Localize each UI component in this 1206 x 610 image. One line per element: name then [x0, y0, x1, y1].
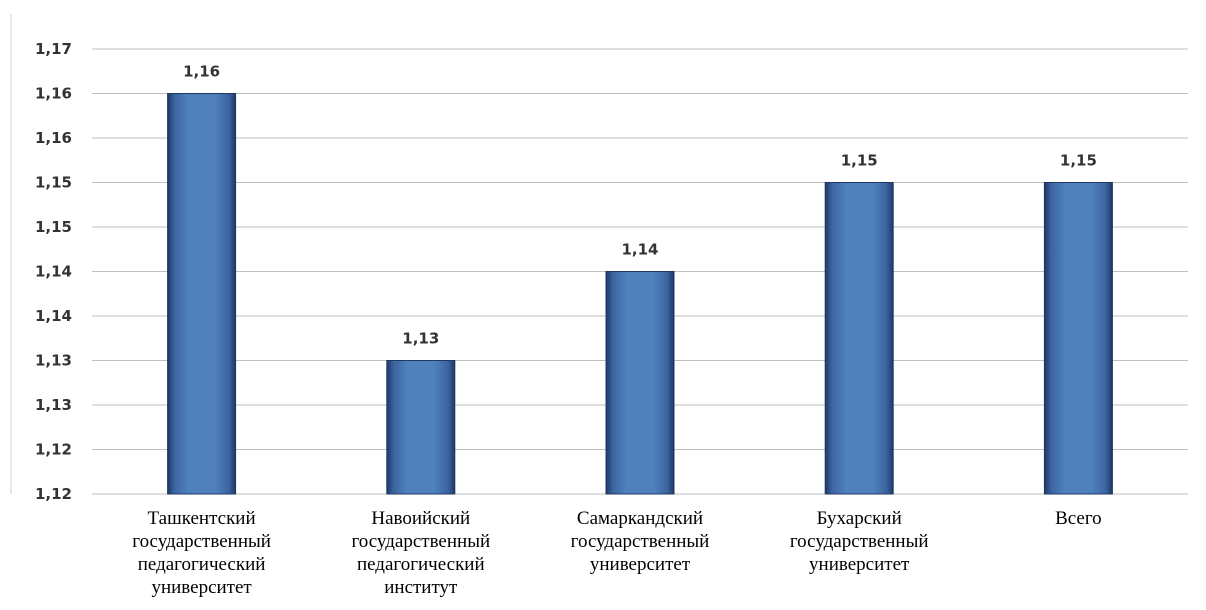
y-tick-label: 1,12 — [35, 441, 72, 459]
category-label: Ташкентский государственный педагогический… — [132, 508, 271, 598]
category-label-line: педагогический — [138, 554, 266, 575]
bars — [167, 93, 1113, 495]
y-tick-label: 1,14 — [35, 307, 72, 325]
category-label-line: педагогический — [357, 554, 485, 575]
category-label: Навоийский государственный педагогический и… — [351, 508, 490, 598]
category-label-line: Ташкентский — [148, 508, 256, 529]
bar — [167, 93, 237, 495]
y-tick-label: 1,15 — [35, 174, 72, 192]
category-label-line: государственный — [571, 531, 710, 552]
y-tick-label: 1,16 — [35, 85, 72, 103]
bar — [1043, 182, 1113, 495]
bar — [824, 182, 894, 495]
y-tick-label: 1,13 — [35, 396, 72, 414]
y-tick-label: 1,15 — [35, 218, 72, 236]
category-label: Всего — [1055, 508, 1102, 529]
bar — [386, 360, 456, 495]
category-label: Бухарский государственный университет — [790, 508, 929, 575]
data-labels: 1,16 1,13 1,14 1,15 1,15 — [183, 63, 1097, 348]
y-tick-label: 1,16 — [35, 129, 72, 147]
x-axis-category-labels: Ташкентский государственный педагогический… — [132, 508, 1101, 598]
category-label-line: Самаркандский — [577, 508, 703, 529]
category-label-line: Навоийский — [371, 508, 470, 529]
y-tick-label: 1,12 — [35, 485, 72, 503]
category-label-line: государственный — [351, 531, 490, 552]
data-label: 1,16 — [183, 63, 220, 81]
category-label: Самаркандский государственный университет — [571, 508, 710, 575]
y-tick-label: 1,13 — [35, 352, 72, 370]
category-label-line: институт — [384, 577, 458, 598]
category-label-line: университет — [809, 554, 910, 575]
data-label: 1,15 — [1060, 152, 1097, 170]
category-label-line: Бухарский — [817, 508, 902, 529]
y-tick-label: 1,14 — [35, 263, 72, 281]
category-label-line: университет — [151, 577, 252, 598]
category-label-line: Всего — [1055, 508, 1102, 529]
y-axis-tick-labels: 1,12 1,12 1,13 1,13 1,14 1,14 1,15 1,15 1,16 1,16… — [35, 40, 72, 503]
category-label-line: университет — [590, 554, 691, 575]
data-label: 1,15 — [841, 152, 878, 170]
category-label-line: государственный — [790, 531, 929, 552]
bar — [605, 271, 675, 495]
y-tick-label: 1,17 — [35, 40, 72, 58]
category-label-line: государственный — [132, 531, 271, 552]
data-label: 1,14 — [621, 241, 658, 259]
data-label: 1,13 — [402, 330, 439, 348]
